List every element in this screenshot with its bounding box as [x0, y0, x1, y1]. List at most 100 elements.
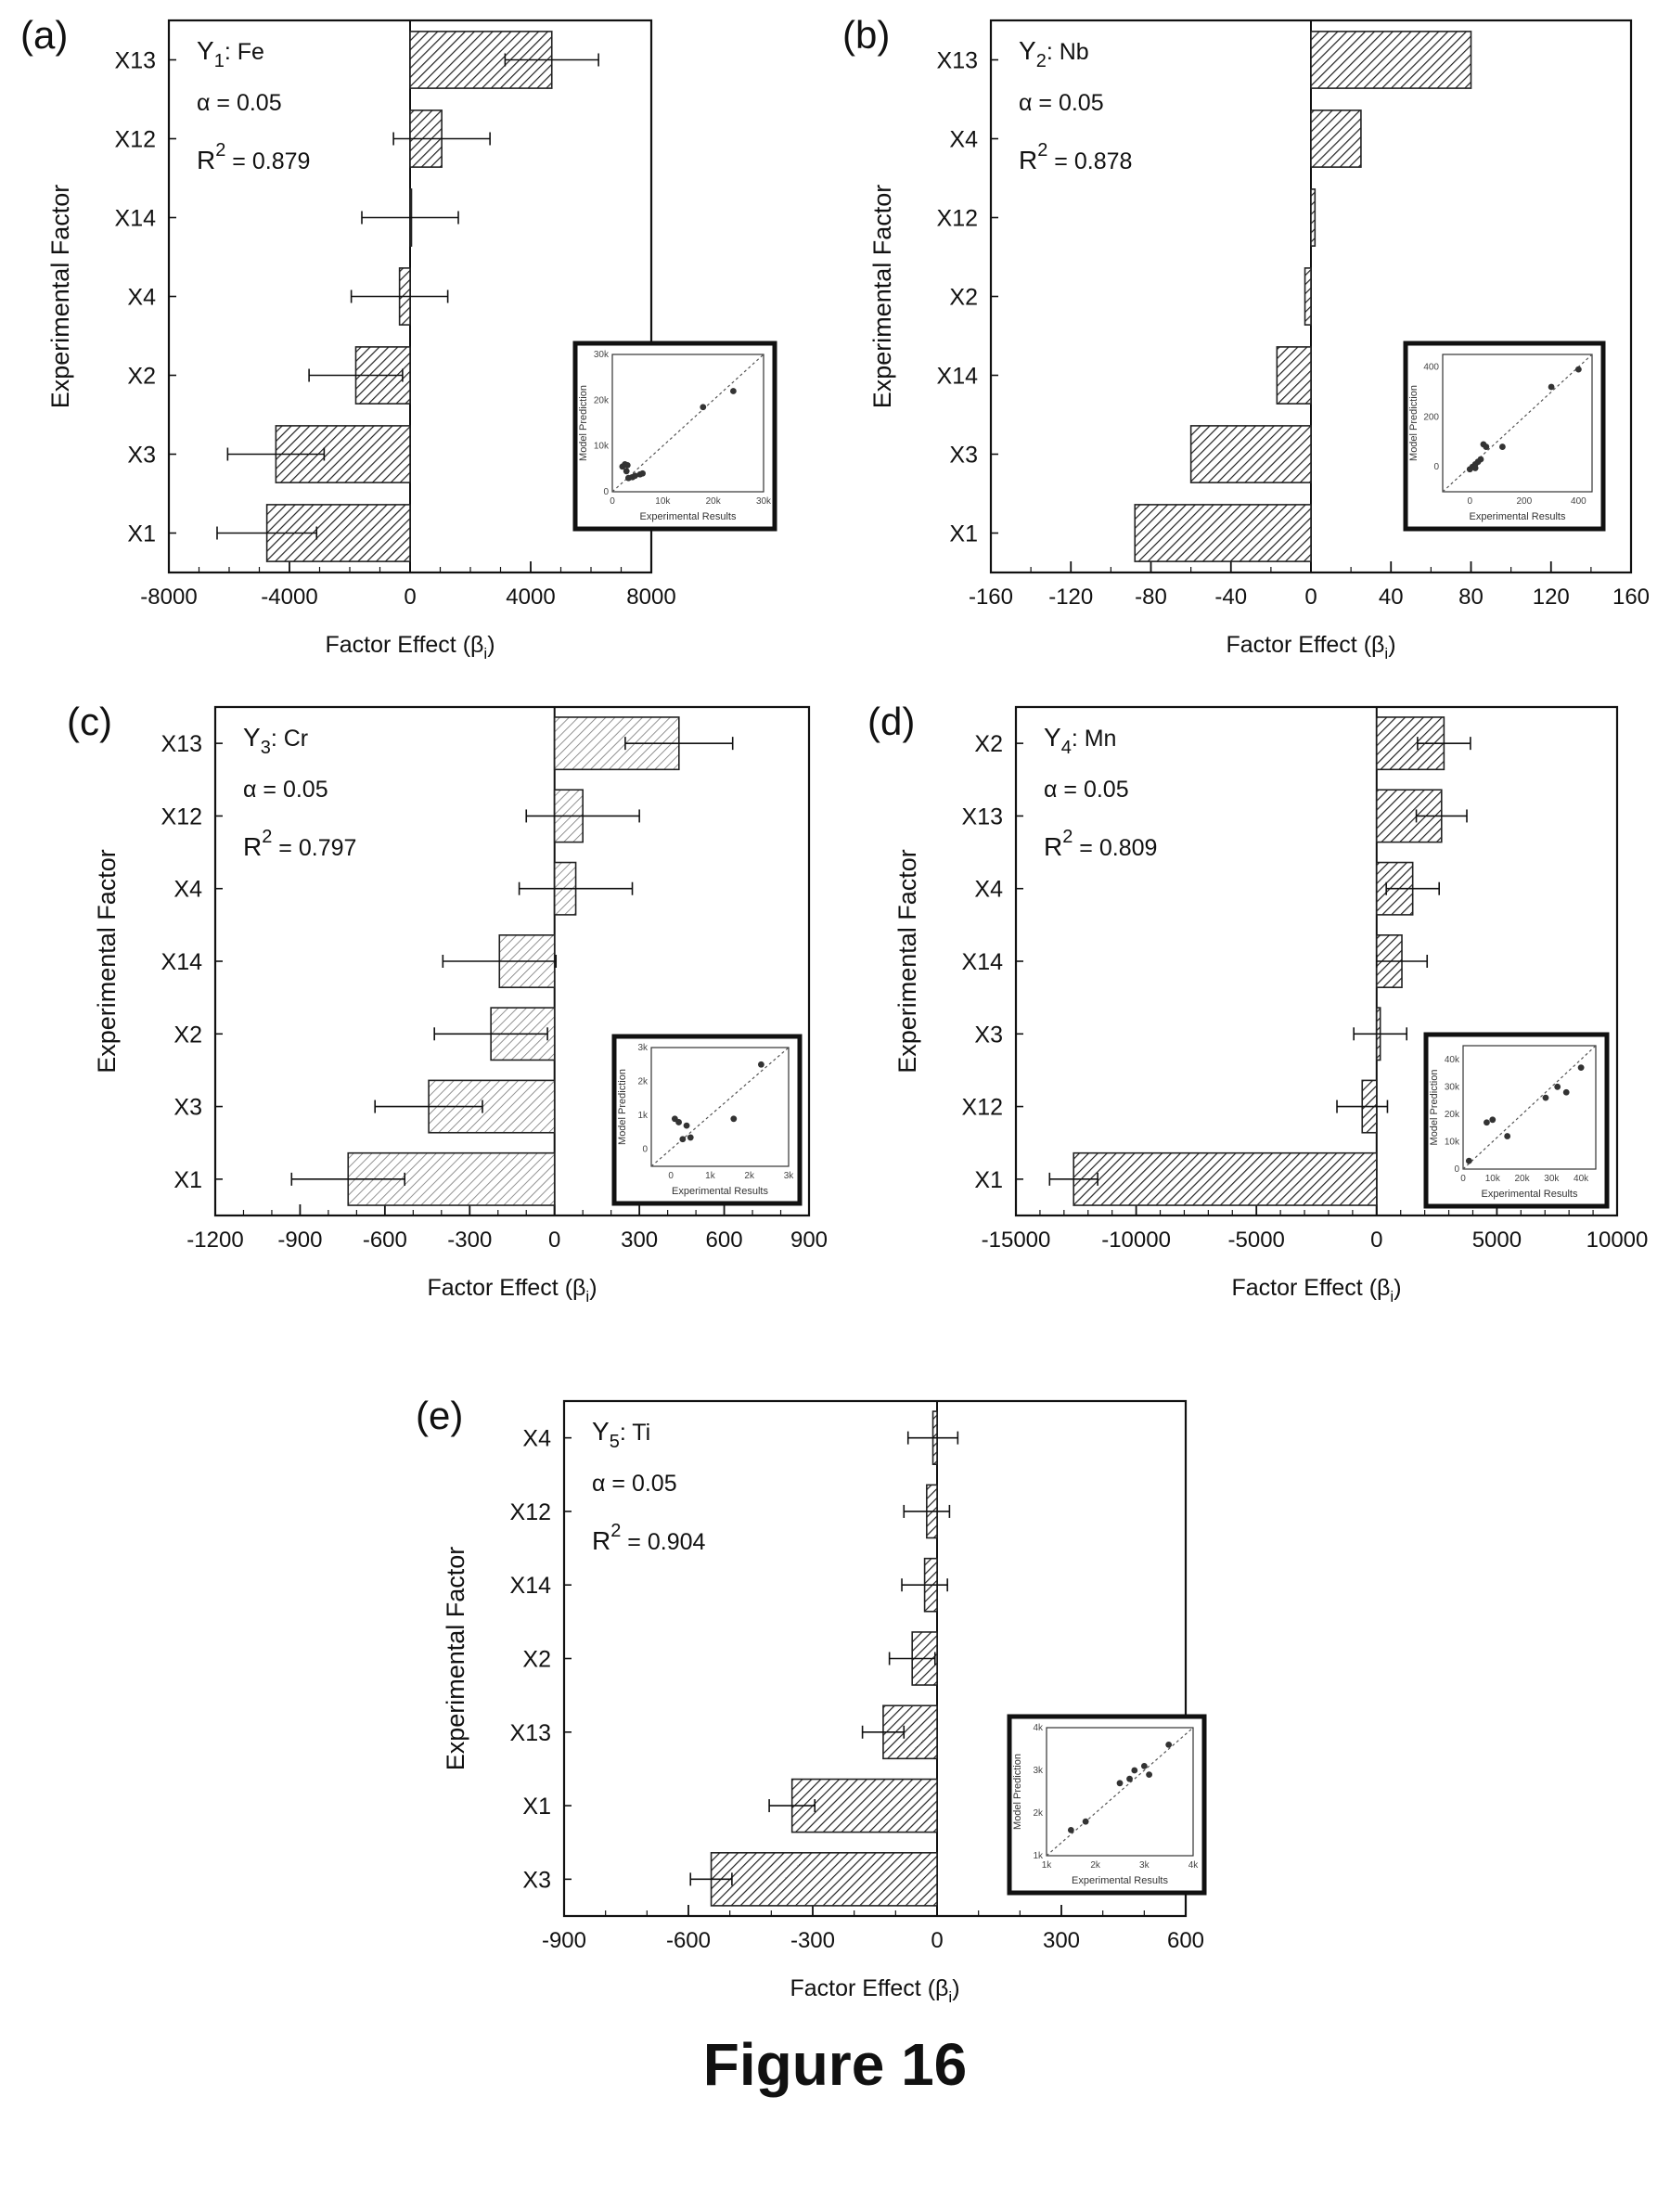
x-tick-label: 5000 — [1472, 1228, 1522, 1253]
y-tick-label-x12: X12 — [115, 127, 156, 153]
y-tick-label-x12: X12 — [510, 1499, 551, 1525]
x-tick-label: 600 — [706, 1228, 743, 1253]
x-tick-label: -10000 — [1101, 1228, 1171, 1253]
bar-x1 — [1134, 504, 1312, 562]
inset-y-tick-label: 3k — [637, 1043, 649, 1053]
y-tick-label-x13: X13 — [962, 804, 1003, 830]
bar-x14 — [1276, 346, 1312, 405]
inset-point — [730, 1115, 738, 1123]
inset-point — [1465, 1157, 1472, 1164]
inset-frame — [1007, 1714, 1207, 1896]
r-squared-annotation: R2 = 0.878 — [1019, 140, 1132, 174]
bar-x4 — [1310, 109, 1362, 168]
y-tick-label-x2: X2 — [127, 364, 156, 390]
inset-frame — [611, 1034, 803, 1206]
inset-x-tick-label: 10k — [1485, 1174, 1501, 1184]
y-tick-label-x14: X14 — [510, 1573, 552, 1599]
inset-y-tick-label: 1k — [1033, 1851, 1044, 1861]
x-tick-label: -40 — [1214, 585, 1247, 610]
x-axis-label: Factor Effect (βi) — [1226, 632, 1395, 662]
inset-y-label: Model Prediction — [1429, 1070, 1440, 1146]
inset-point — [1548, 383, 1555, 391]
inset-y-tick-label: 1k — [637, 1111, 649, 1121]
y-tick-label-x2: X2 — [522, 1647, 551, 1673]
inset-frame — [1423, 1032, 1610, 1209]
x-tick-label: 40 — [1379, 585, 1404, 610]
inset-point — [1140, 1763, 1148, 1769]
inset-y-tick-label: 10k — [594, 442, 610, 452]
inset-parity-plot: 1k 2k 3k 4k 1k 2k 3k 4k Experimental Results Mode… — [1007, 1714, 1207, 1896]
inset-plot-area — [611, 354, 764, 493]
inset-point — [632, 472, 638, 480]
panel-label: (a) — [20, 13, 68, 57]
inset-x-tick-label: 0 — [610, 496, 615, 507]
inset-point — [1116, 1780, 1124, 1787]
inset-point — [1471, 465, 1479, 471]
inset-x-label: Experimental Results — [1482, 1189, 1578, 1200]
x-tick-label: -80 — [1135, 585, 1167, 610]
inset-x-label: Experimental Results — [672, 1186, 768, 1197]
x-tick-label: -900 — [542, 1928, 586, 1953]
r-squared-annotation: R2 = 0.904 — [592, 1521, 706, 1555]
y-tick-label-x14: X14 — [115, 206, 157, 232]
x-tick-label: -160 — [969, 585, 1013, 610]
inset-x-tick-label: 3k — [784, 1171, 795, 1181]
x-tick-label: -600 — [666, 1928, 711, 1953]
inset-point — [687, 1134, 694, 1141]
inset-x-tick-label: 40k — [1574, 1174, 1589, 1184]
x-axis-label: Factor Effect (βi) — [1231, 1275, 1401, 1305]
y-tick-label-x3: X3 — [127, 443, 156, 469]
inset-point — [1574, 366, 1582, 373]
x-tick-label: 120 — [1533, 585, 1570, 610]
y-tick-label-x14: X14 — [161, 949, 203, 975]
inset-x-label: Experimental Results — [1470, 511, 1566, 522]
inset-point — [700, 404, 707, 411]
inset-point — [1483, 444, 1490, 450]
x-tick-label: 160 — [1612, 585, 1650, 610]
x-tick-label: -8000 — [140, 585, 197, 610]
bar-x2 — [1304, 267, 1312, 326]
inset-point — [623, 461, 631, 469]
inset-x-tick-label: 10k — [655, 496, 671, 507]
inset-point — [1504, 1133, 1511, 1139]
y-tick-label-x2: X2 — [974, 731, 1003, 757]
inset-point — [758, 1061, 764, 1068]
x-tick-label: 0 — [1304, 585, 1317, 610]
x-tick-label: 8000 — [626, 585, 675, 610]
y-tick-label-x2: X2 — [173, 1022, 202, 1048]
bar-x1 — [347, 1151, 556, 1206]
x-tick-label: -4000 — [261, 585, 317, 610]
inset-y-tick-label: 0 — [1454, 1164, 1459, 1175]
panel-label: (e) — [416, 1394, 463, 1437]
panel-label: (b) — [842, 13, 890, 57]
x-tick-label: 300 — [1043, 1928, 1080, 1953]
y-tick-label-x2: X2 — [949, 285, 978, 311]
y-tick-label-x12: X12 — [161, 804, 202, 830]
inset-x-tick-label: 2k — [744, 1171, 755, 1181]
inset-plot-area — [1442, 354, 1593, 493]
y-tick-label-x4: X4 — [173, 877, 202, 903]
y-axis-label: Experimental Factor — [442, 1547, 469, 1771]
x-tick-label: -300 — [447, 1228, 492, 1253]
inset-y-tick-label: 30k — [594, 350, 610, 360]
inset-y-tick-label: 200 — [1423, 412, 1439, 422]
bar-x12 — [1310, 188, 1317, 247]
y-tick-label-x4: X4 — [127, 285, 156, 311]
y-tick-label-x1: X1 — [127, 521, 156, 547]
parity-line — [1046, 1727, 1194, 1857]
y-tick-label-x4: X4 — [522, 1426, 551, 1452]
y-tick-label-x1: X1 — [522, 1794, 551, 1820]
alpha-annotation: α = 0.05 — [592, 1471, 677, 1497]
bar-x13 — [1310, 31, 1472, 89]
inset-x-tick-label: 1k — [1042, 1860, 1053, 1871]
inset-y-label: Model Prediction — [1408, 385, 1420, 461]
inset-x-tick-label: 20k — [1514, 1174, 1530, 1184]
x-tick-label: 10000 — [1586, 1228, 1649, 1253]
inset-point — [1484, 1119, 1490, 1126]
chart-panel-a: -8000 -4000 0 4000 8000 X13 X12 X14 X4 X2 X3 X1 (a) Y… — [20, 13, 777, 662]
inset-parity-plot: 0 1k 2k 3k 0 1k 2k 3k Experimental Results Model … — [611, 1034, 803, 1206]
y-tick-label-x12: X12 — [962, 1095, 1003, 1121]
inset-x-tick-label: 1k — [705, 1171, 716, 1181]
inset-plot-area — [1046, 1727, 1194, 1857]
inset-parity-plot: 0 10k 20k 30k 40k 0 10k 20k 30k 40k Experimental R… — [1423, 1032, 1610, 1209]
